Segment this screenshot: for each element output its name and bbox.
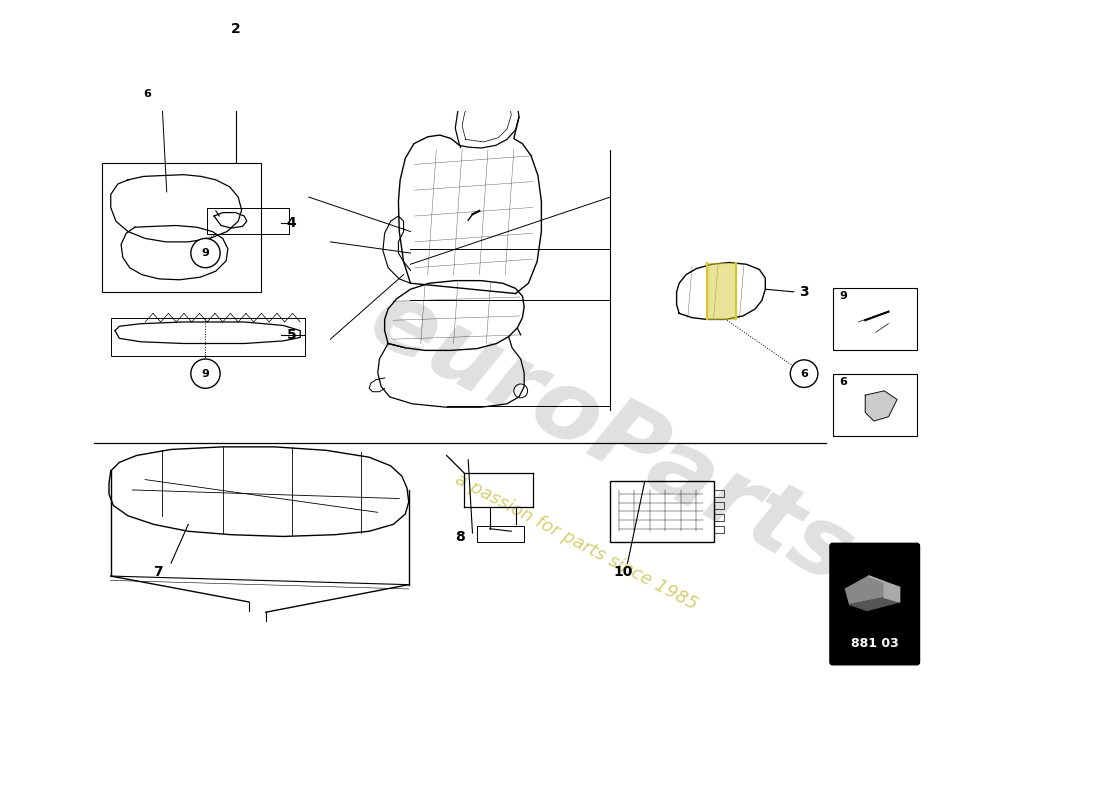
Polygon shape <box>846 576 884 605</box>
Text: 8: 8 <box>454 530 464 544</box>
Circle shape <box>190 238 220 268</box>
Bar <box>714 514 724 521</box>
Text: 6: 6 <box>143 89 151 98</box>
Text: 10: 10 <box>614 565 632 578</box>
Bar <box>610 482 714 542</box>
Bar <box>476 526 525 542</box>
Bar <box>102 162 262 292</box>
Bar <box>111 318 305 357</box>
Circle shape <box>190 359 220 388</box>
Bar <box>833 374 917 436</box>
Bar <box>714 526 724 533</box>
Text: 9: 9 <box>839 291 847 301</box>
Text: 9: 9 <box>201 369 209 378</box>
Text: 4: 4 <box>287 216 297 230</box>
Polygon shape <box>866 391 898 421</box>
Text: euroParts: euroParts <box>353 272 868 605</box>
Bar <box>207 208 289 234</box>
Bar <box>714 502 724 509</box>
Text: 6: 6 <box>800 369 808 378</box>
Text: 3: 3 <box>800 285 808 299</box>
Circle shape <box>132 79 162 108</box>
Text: 6: 6 <box>839 378 847 387</box>
FancyBboxPatch shape <box>829 543 920 665</box>
Text: 5: 5 <box>287 328 297 342</box>
Polygon shape <box>849 598 900 610</box>
Text: 2: 2 <box>231 22 241 36</box>
Text: 7: 7 <box>153 565 163 578</box>
Text: 9: 9 <box>201 248 209 258</box>
Bar <box>714 490 724 497</box>
Text: 1: 1 <box>506 0 516 2</box>
Text: 881 03: 881 03 <box>850 637 899 650</box>
Polygon shape <box>869 576 900 602</box>
Text: a passion for parts since 1985: a passion for parts since 1985 <box>452 470 700 614</box>
Bar <box>833 287 917 350</box>
Circle shape <box>790 360 818 387</box>
